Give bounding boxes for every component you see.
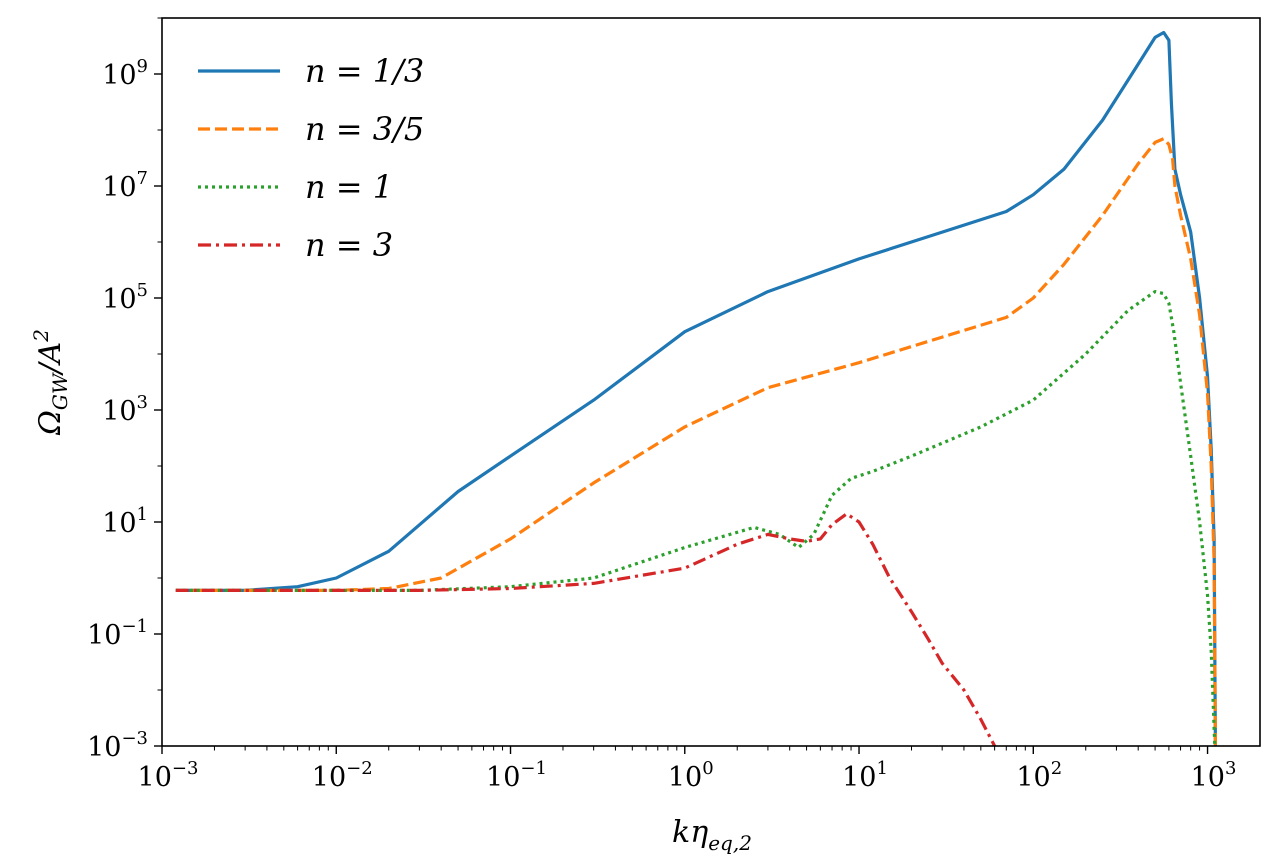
series-line-1	[175, 30, 1217, 746]
y-tick-label: 109	[102, 56, 148, 91]
labels-layer: kηeq,2 ΩGW/A2	[29, 329, 752, 855]
x-tick-label: 10−3	[138, 758, 199, 793]
y-tick-label: 105	[102, 280, 148, 315]
y-tick-label: 101	[102, 504, 148, 539]
series-line-4	[175, 512, 997, 746]
series-layer	[175, 30, 1217, 746]
y-tick-label: 107	[102, 168, 148, 203]
x-tick-label: 10−1	[486, 758, 547, 793]
y-tick-label: 10−3	[87, 728, 148, 763]
x-axis-label: kηeq,2	[672, 815, 752, 855]
plot-frame	[161, 17, 1261, 747]
x-tick-label: 102	[1016, 758, 1062, 793]
y-tick-label: 103	[102, 392, 148, 427]
series-line-2	[175, 137, 1217, 746]
legend-label-4: n = 3	[305, 226, 393, 264]
legend-label-1: n = 1/3	[305, 52, 424, 90]
x-tick-label: 100	[668, 758, 714, 793]
y-axis-label: ΩGW/A2	[29, 329, 72, 436]
ticks-layer: 10−3 10−2 10−1 100 101 102 103 10−3 10−1 101 103 10…	[87, 17, 1237, 793]
legend: n = 1/3 n = 3/5 n = 1 n = 3	[198, 52, 424, 264]
x-tick-label: 10−2	[312, 758, 373, 793]
legend-label-3: n = 1	[305, 168, 393, 206]
x-tick-label: 103	[1191, 758, 1237, 793]
x-tick-label: 101	[842, 758, 888, 793]
legend-label-2: n = 3/5	[305, 110, 424, 148]
y-tick-label: 10−1	[87, 616, 148, 651]
